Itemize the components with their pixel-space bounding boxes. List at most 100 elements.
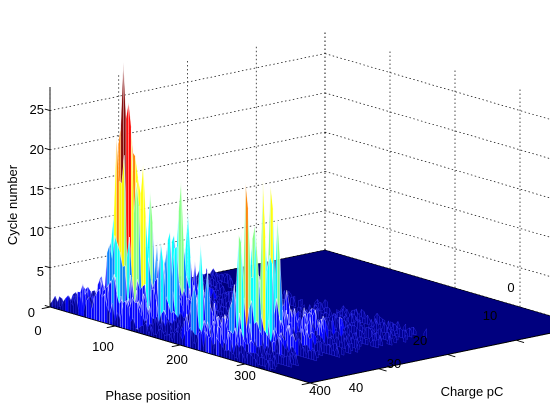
surface-strip [157, 241, 161, 326]
surface-strip [319, 342, 323, 356]
z-axis-ticks: 0 5 10 15 20 25 [28, 102, 44, 320]
surface-strip [262, 179, 266, 350]
z-tick-label: 15 [30, 183, 44, 198]
surface-strip [403, 334, 407, 343]
surface-strip [341, 347, 345, 356]
surface-strip [293, 296, 296, 307]
tick-mark [44, 187, 51, 190]
surface-strip [226, 349, 230, 360]
tick-mark [44, 226, 51, 229]
tick-mark [41, 306, 51, 310]
tick-mark [44, 147, 51, 151]
surface-strip [283, 355, 287, 367]
tick-mark [171, 344, 181, 348]
surface-strip [326, 344, 330, 355]
surface-strip [348, 344, 352, 354]
tick-mark [106, 325, 116, 329]
surface-strip [174, 330, 178, 345]
surface-strip [101, 293, 105, 324]
surface-strip [208, 335, 212, 355]
surface-strip [375, 338, 379, 349]
surface-strip [159, 328, 162, 340]
surface-strip [86, 296, 90, 319]
surface-strip [390, 330, 394, 339]
z-tick-label: 5 [37, 264, 44, 279]
x-axis-label: Phase position [105, 388, 190, 403]
surface-strip [379, 336, 383, 347]
z-axis-label: Cycle number [5, 164, 20, 245]
surface-strip [94, 292, 97, 321]
surface-strip [65, 295, 69, 313]
tick-mark [44, 305, 51, 308]
x-tick-label: 300 [234, 368, 256, 383]
surface-strip [140, 325, 144, 335]
y-axis-label: Charge pC [441, 384, 504, 399]
tick-mark [44, 108, 51, 112]
grid-line [324, 92, 550, 159]
surface-strip [122, 300, 126, 330]
surface-strip [262, 357, 266, 367]
tick-mark [236, 363, 246, 367]
surface-strip [323, 344, 327, 354]
y-tick-label: 0 [507, 280, 514, 295]
surface-strip [336, 347, 340, 358]
surface-strip [393, 335, 397, 344]
surface-strip [252, 357, 256, 368]
surface-strip [409, 327, 413, 338]
surface-strip [62, 297, 66, 312]
surface-strip [365, 338, 369, 346]
surface-strip [259, 357, 263, 366]
grid-line [49, 131, 326, 190]
surface-strip [311, 349, 315, 361]
surface-strip [269, 359, 273, 369]
grid-line [49, 171, 326, 229]
surface-strip [423, 328, 427, 339]
z-tick-label: 25 [30, 102, 44, 117]
y-axis-ticks: 0 10 20 30 40 [349, 280, 515, 395]
surface-strip [295, 354, 299, 367]
surface-strip [365, 326, 369, 339]
surface-strip [373, 339, 376, 348]
tick-mark [44, 265, 51, 269]
tick-mark [378, 368, 387, 372]
surface-strip [355, 344, 358, 353]
y-tick-label: 20 [413, 333, 427, 348]
surface-strip [313, 349, 317, 362]
x-axis-ticks: 0 100 200 300 400 [34, 323, 330, 398]
surface-strip [177, 330, 181, 346]
y-tick-label: 40 [349, 380, 363, 395]
surface-strip [187, 326, 191, 349]
surface-strip [224, 349, 227, 359]
x-tick-label: 0 [34, 323, 41, 338]
x-tick-label: 100 [92, 339, 114, 354]
surface-strip [247, 353, 251, 366]
surface-strip [185, 330, 188, 348]
surface-strip [290, 296, 294, 307]
grid-line [324, 210, 550, 277]
surface-strip [52, 295, 56, 309]
surface-strip [281, 356, 284, 366]
tick-mark [309, 382, 318, 386]
surface-strip [286, 355, 290, 367]
surface-strip [55, 296, 58, 310]
tick-mark [301, 382, 311, 386]
surface-strip [362, 317, 366, 324]
x-tick-label: 200 [166, 352, 188, 367]
surface-strip [308, 349, 312, 360]
y-tick-label: 10 [483, 308, 497, 323]
z-tick-label: 0 [28, 305, 35, 320]
surface-strip [96, 288, 100, 322]
surface-strip [274, 355, 278, 367]
surface-strip [272, 360, 276, 370]
x-tick-label: 400 [309, 383, 331, 398]
surface-mesh [49, 61, 550, 384]
axes-box [41, 87, 550, 386]
tick-mark [447, 354, 456, 358]
z-tick-label: 20 [30, 142, 44, 157]
grid-line [324, 131, 550, 199]
surface-strip [269, 255, 273, 349]
z-tick-label: 10 [30, 224, 44, 239]
surface-strip [389, 335, 393, 346]
surface-strip [198, 329, 201, 352]
